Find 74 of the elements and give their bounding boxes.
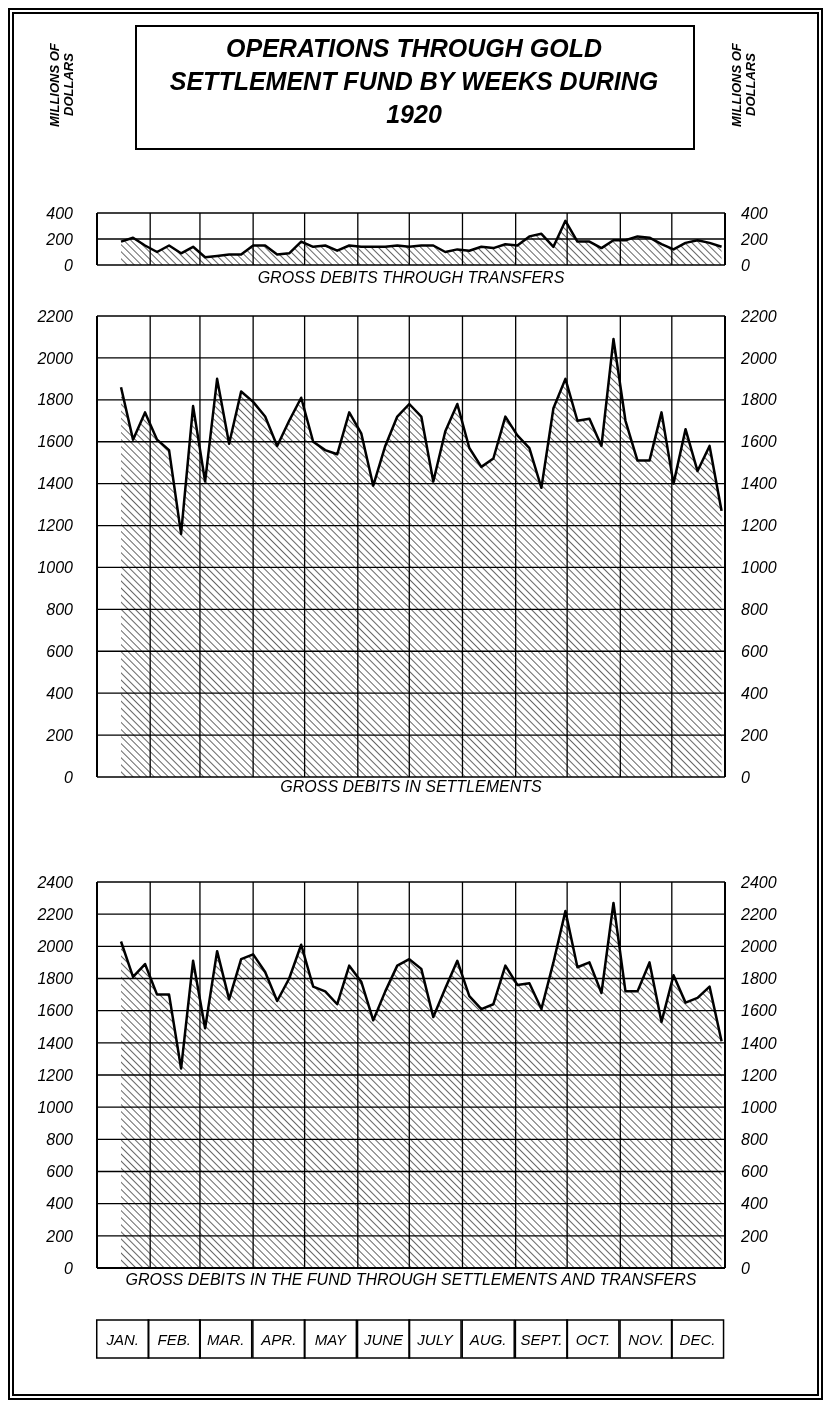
y-tick-label: 600: [46, 1163, 74, 1181]
x-tick-label: NOV.: [628, 1331, 664, 1348]
y2-tick-label: 1600: [741, 433, 777, 451]
y-tick-label: 800: [46, 601, 74, 619]
y-tick-label: 1000: [37, 1098, 74, 1116]
y-tick-label: 200: [45, 1227, 74, 1245]
y-tick-label: 1800: [37, 970, 74, 988]
y-tick-label: 600: [46, 642, 74, 660]
y2-tick-label: 400: [741, 1195, 768, 1213]
y-tick-label: 200: [45, 726, 74, 744]
y2-tick-label: 1800: [741, 391, 777, 409]
y-axis-title: MILLIONS OF DOLLARS: [47, 42, 77, 129]
y2-tick-label: 600: [741, 1163, 768, 1181]
x-tick-label: DEC.: [679, 1331, 716, 1348]
y2-axis-title: MILLIONS OF DOLLARS: [729, 42, 759, 129]
y2-tick-label: 1600: [741, 1002, 777, 1020]
y-tick-label: 1600: [37, 433, 74, 451]
y-tick-label: 2200: [36, 307, 74, 325]
y-tick-label: 1400: [37, 475, 74, 493]
x-tick-label: APR.: [260, 1331, 297, 1348]
y-tick-label: 1600: [37, 1002, 74, 1020]
y-tick-label: 200: [45, 230, 74, 248]
y2-tick-label: 2000: [740, 938, 777, 956]
x-tick-label: MAY: [314, 1331, 348, 1348]
x-tick-label: JUNE: [362, 1331, 405, 1348]
y2-tick-label: 1000: [741, 559, 777, 577]
x-axis-title: GROSS DEBITS THROUGH TRANSFERS: [257, 269, 565, 286]
y-tick-label: 800: [46, 1131, 74, 1149]
y2-tick-label: 1800: [741, 970, 777, 988]
x-tick-label: OCT.: [575, 1331, 611, 1348]
x-axis-title: GROSS DEBITS IN SETTLEMENTS: [280, 778, 542, 795]
y-tick-label: 0: [64, 1259, 74, 1277]
y2-tick-label: 200: [740, 230, 768, 248]
y2-tick-label: 2200: [740, 307, 777, 325]
y2-tick-label: 0: [741, 768, 750, 786]
y2-tick-label: 1200: [741, 517, 777, 535]
x-tick-label: JULY: [416, 1331, 454, 1348]
y-tick-label: 1200: [37, 517, 74, 535]
y-tick-label: 1400: [37, 1034, 74, 1052]
y2-tick-label: 2200: [740, 905, 777, 923]
y-tick-label: 2000: [36, 938, 74, 956]
y2-tick-label: 400: [741, 684, 768, 702]
y2-tick-label: 1200: [741, 1066, 777, 1084]
y2-tick-label: 1400: [741, 475, 777, 493]
y-tick-label: 0: [64, 256, 74, 274]
x-tick-label: MAR.: [206, 1331, 245, 1348]
y2-tick-label: 800: [741, 1131, 768, 1149]
x-tick-label: JAN.: [105, 1331, 139, 1348]
y2-tick-label: 2400: [740, 873, 777, 891]
x-axis-title: GROSS DEBITS IN THE FUND THROUGH SETTLEMENTS AND TRANSFERS: [125, 1271, 697, 1288]
y-tick-label: 2200: [36, 905, 74, 923]
y2-tick-label: 400: [741, 204, 768, 222]
y-tick-label: 1000: [37, 559, 74, 577]
y-tick-label: 400: [46, 684, 74, 702]
x-tick-label: SEPT.: [520, 1331, 563, 1348]
y2-tick-label: 0: [741, 256, 750, 274]
chart-title: OPERATIONS THROUGH GOLD SETTLEMENT FUND BY WEEKS DURING 1920: [168, 33, 660, 130]
x-tick-label: AUG.: [468, 1331, 507, 1348]
y2-tick-label: 1400: [741, 1034, 777, 1052]
y2-tick-label: 0: [741, 1259, 750, 1277]
y-tick-label: 1200: [37, 1066, 74, 1084]
y2-tick-label: 800: [741, 601, 768, 619]
y-tick-label: 400: [46, 204, 74, 222]
y-tick-label: 1800: [37, 391, 74, 409]
x-tick-label: FEB.: [157, 1331, 191, 1348]
y2-tick-label: 600: [741, 642, 768, 660]
y-tick-label: 2000: [36, 349, 74, 367]
y-tick-label: 400: [46, 1195, 74, 1213]
y-tick-label: 2400: [36, 873, 74, 891]
y2-tick-label: 2000: [740, 349, 777, 367]
y2-tick-label: 200: [740, 726, 768, 744]
y-tick-label: 0: [64, 768, 74, 786]
y2-tick-label: 1000: [741, 1098, 777, 1116]
y2-tick-label: 200: [740, 1227, 768, 1245]
